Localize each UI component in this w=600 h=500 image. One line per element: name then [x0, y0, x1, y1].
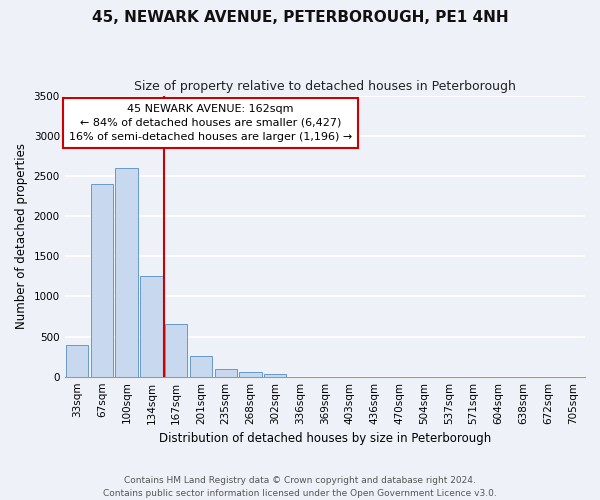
Bar — [239, 372, 262, 376]
Bar — [66, 346, 88, 376]
Bar — [165, 324, 187, 376]
Bar — [115, 168, 138, 376]
Text: 45, NEWARK AVENUE, PETERBOROUGH, PE1 4NH: 45, NEWARK AVENUE, PETERBOROUGH, PE1 4NH — [92, 10, 508, 25]
Title: Size of property relative to detached houses in Peterborough: Size of property relative to detached ho… — [134, 80, 516, 93]
Bar — [140, 276, 163, 376]
X-axis label: Distribution of detached houses by size in Peterborough: Distribution of detached houses by size … — [159, 432, 491, 445]
Text: 45 NEWARK AVENUE: 162sqm
← 84% of detached houses are smaller (6,427)
16% of sem: 45 NEWARK AVENUE: 162sqm ← 84% of detach… — [69, 104, 352, 142]
Text: Contains HM Land Registry data © Crown copyright and database right 2024.
Contai: Contains HM Land Registry data © Crown c… — [103, 476, 497, 498]
Bar — [91, 184, 113, 376]
Bar — [264, 374, 286, 376]
Bar — [215, 368, 237, 376]
Y-axis label: Number of detached properties: Number of detached properties — [15, 143, 28, 329]
Bar — [190, 356, 212, 376]
